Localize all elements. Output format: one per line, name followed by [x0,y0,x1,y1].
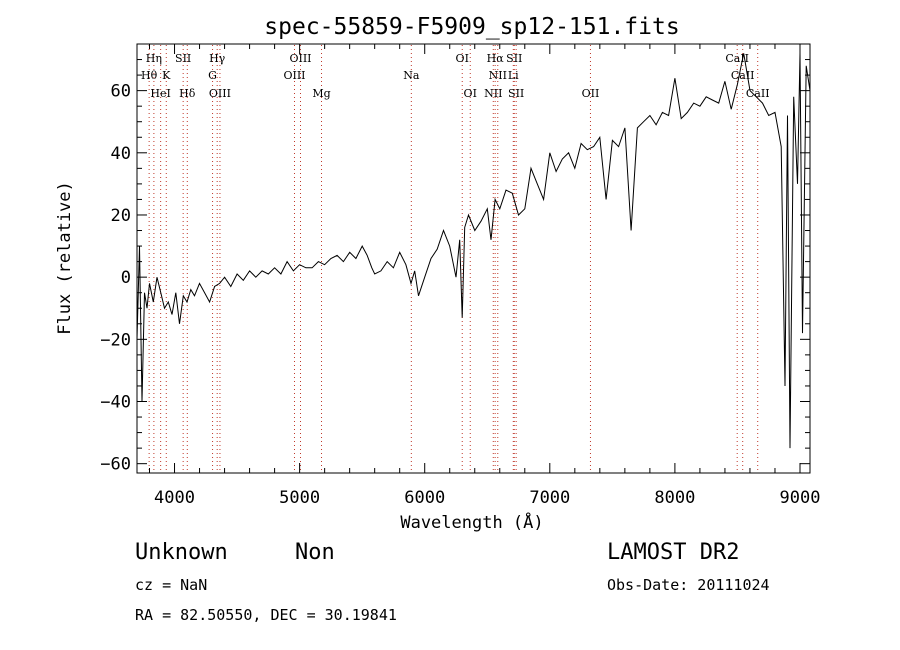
x-tick-label-7000: 7000 [529,488,570,508]
line-label-18: Li [508,69,519,82]
x-axis: 4000 5000 6000 7000 8000 9000 [149,44,821,508]
redshift-label: cz = NaN [135,576,208,594]
line-label-23: CaII [731,69,755,82]
survey-label: LAMOST DR2 [607,540,740,565]
line-label-20: SII [508,87,524,100]
y-tick-label--60: −60 [100,455,131,475]
subclass-label: Non [295,540,335,565]
x-tick-label-6000: 6000 [404,488,445,508]
line-label-0: Hη [146,52,162,65]
obs-date-label: Obs-Date: 20111024 [607,576,770,594]
line-label-10: OIII [283,69,305,82]
coordinates-label: RA = 82.50550, DEC = 30.19841 [135,606,397,624]
x-tick-label-4000: 4000 [154,488,195,508]
spectral-line-markers [148,45,759,472]
line-label-15: Hα [487,52,505,65]
y-tick-label-40: 40 [111,144,131,164]
x-axis-label: Wavelength (Å) [400,511,543,533]
line-label-12: Na [403,69,420,82]
line-label-9: OIII [289,52,311,65]
y-tick-label-20: 20 [111,206,131,226]
classification-label: Unknown [135,540,228,565]
line-label-8: OIII [209,87,231,100]
line-label-21: OII [582,87,600,100]
line-label-17: NII [489,69,507,82]
x-tick-label-5000: 5000 [279,488,320,508]
line-label-6: Hγ [209,52,226,65]
line-label-7: G [208,69,217,82]
line-label-11: Mg [312,87,330,100]
line-label-24: CaII [746,87,770,100]
line-label-5: Hδ [179,87,196,100]
y-axis: −60 −40 −20 0 20 40 60 [100,59,810,475]
line-label-16: SII [506,52,522,65]
y-axis-label: Flux (relative) [55,181,75,335]
line-label-4: SII [175,52,191,65]
spectrum-line [136,53,811,449]
line-label-14: OI [464,87,477,100]
plot-frame [136,43,811,474]
line-label-2: K [162,69,171,82]
y-tick-label-0: 0 [121,268,131,288]
line-label-13: OI [456,52,469,65]
y-tick-label--20: −20 [100,330,131,350]
x-tick-label-9000: 9000 [780,488,821,508]
chart-title: spec-55859-F5909_sp12-151.fits [264,14,679,40]
y-tick-label-60: 60 [111,82,131,102]
x-tick-label-8000: 8000 [654,488,695,508]
y-tick-label--40: −40 [100,393,131,413]
line-label-1: Hθ [141,69,158,82]
line-label-19: NII [484,87,502,100]
line-label-3: HeI [150,87,170,100]
